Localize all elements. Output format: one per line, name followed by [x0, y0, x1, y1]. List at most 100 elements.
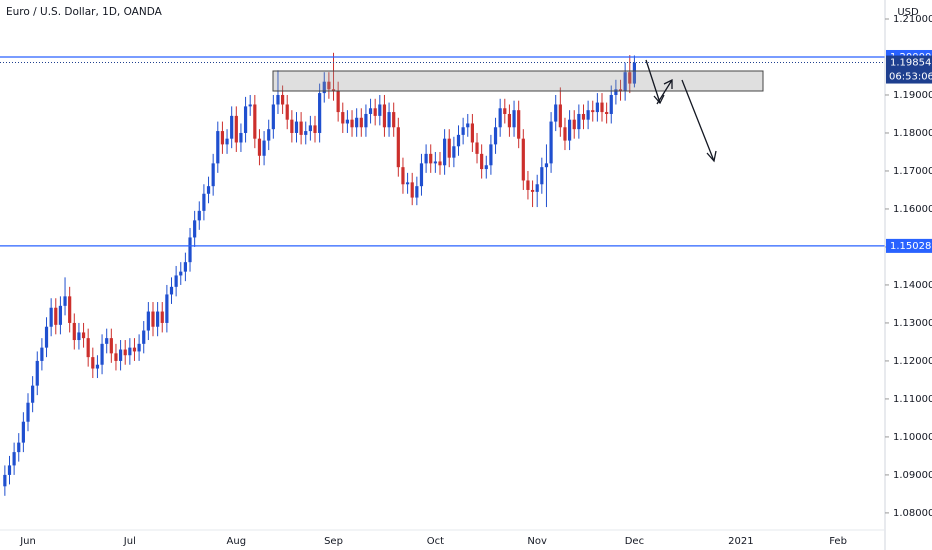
- candle-body: [156, 311, 160, 327]
- candle-body: [239, 132, 243, 143]
- candle-body: [308, 125, 312, 132]
- candle-body: [132, 347, 137, 352]
- y-tick-label: 1.14000: [893, 280, 932, 291]
- candle-body: [26, 402, 30, 422]
- x-tick-label: Feb: [829, 536, 847, 547]
- y-tick-label: 1.13000: [893, 318, 932, 329]
- candle-body: [3, 474, 7, 487]
- y-tick-label: 1.21000: [893, 14, 932, 25]
- candle-body: [271, 104, 275, 130]
- y-tick-label: 1.12000: [893, 356, 932, 367]
- plot-area: [0, 52, 885, 496]
- candle-body: [49, 307, 53, 327]
- candle-body: [137, 343, 141, 352]
- chart-title: Euro / U.S. Dollar, 1D, OANDA: [6, 6, 163, 18]
- candle-body: [35, 360, 39, 386]
- x-tick-label: Jul: [123, 536, 136, 547]
- candle-body: [364, 113, 368, 128]
- candle-body: [558, 104, 562, 128]
- y-tick-label: 1.11000: [893, 394, 932, 405]
- candle-body: [290, 119, 294, 133]
- resistance-zone: [272, 70, 764, 92]
- candle-body: [253, 104, 257, 139]
- candle-body: [526, 180, 530, 190]
- candle-body: [322, 81, 326, 94]
- candle-body: [373, 108, 377, 116]
- candle-body: [7, 465, 12, 475]
- candle-body: [605, 112, 609, 114]
- candle-body: [118, 349, 123, 361]
- candle-body: [281, 94, 285, 105]
- candle-body: [475, 142, 479, 154]
- y-tick-label: 1.17000: [893, 166, 932, 177]
- candle-body: [521, 138, 525, 181]
- candle-body: [44, 326, 49, 348]
- candle-body: [507, 113, 512, 128]
- x-tick-label: 2021: [728, 536, 753, 547]
- candle-body: [327, 81, 331, 90]
- candle-body: [540, 167, 544, 185]
- candle-body: [503, 108, 507, 114]
- candle-body: [318, 93, 322, 133]
- candle-body: [81, 332, 86, 339]
- candle-body: [355, 117, 359, 128]
- y-tick-label: 1.19000: [893, 90, 932, 101]
- x-tick-label: Nov: [527, 536, 547, 547]
- candle-body: [489, 144, 493, 166]
- x-tick-label: Dec: [625, 536, 644, 547]
- candle-body: [58, 305, 63, 325]
- candle-body: [197, 210, 201, 221]
- candle-body: [114, 353, 118, 361]
- y-tick-label: 1.09000: [893, 470, 932, 481]
- y-tick-label: 1.08000: [893, 508, 932, 519]
- candle-body: [294, 121, 299, 133]
- candle-body: [77, 332, 81, 341]
- candle-body: [86, 338, 90, 358]
- candle-body: [193, 220, 197, 238]
- arrow-head: [653, 94, 665, 105]
- candle-body: [433, 161, 437, 164]
- candle-body: [567, 119, 572, 141]
- candle-body: [267, 129, 271, 141]
- candle-body: [95, 364, 100, 369]
- candle-body: [202, 193, 206, 211]
- candle-body: [429, 153, 433, 164]
- candle-body: [577, 113, 581, 130]
- candle-body: [72, 322, 76, 341]
- candle-body: [276, 94, 280, 105]
- candle-body: [12, 452, 16, 466]
- candle-body: [211, 163, 215, 187]
- candle-body: [452, 146, 456, 158]
- candle-body: [591, 110, 595, 113]
- candle-body: [480, 153, 484, 170]
- candle-body: [405, 182, 410, 185]
- y-tick-label: 1.18000: [893, 128, 932, 139]
- candle-body: [336, 91, 340, 113]
- candle-body: [350, 119, 354, 128]
- candle-body: [160, 311, 164, 323]
- candle-body: [183, 262, 187, 272]
- candle-body: [595, 102, 599, 113]
- candle-body: [63, 296, 67, 306]
- candle-body: [216, 131, 220, 164]
- candle-body: [257, 138, 262, 156]
- candle-body: [470, 123, 474, 143]
- candle-body: [447, 138, 451, 158]
- candle-body: [544, 163, 549, 168]
- candle-body: [54, 307, 58, 325]
- y-tick-label: 1.10000: [893, 432, 932, 443]
- candle-body: [123, 349, 127, 356]
- candle-body: [234, 115, 238, 143]
- candle-body: [146, 311, 150, 331]
- candle-body: [225, 138, 229, 145]
- candle-body: [424, 153, 428, 164]
- candle-body: [299, 121, 303, 135]
- candle-body: [174, 275, 178, 287]
- x-tick-label: Sep: [324, 536, 343, 547]
- candle-body: [285, 104, 289, 120]
- candle-body: [572, 119, 576, 130]
- candle-body: [401, 167, 405, 185]
- candle-body: [248, 104, 252, 107]
- price-label: 1.15028: [890, 241, 931, 252]
